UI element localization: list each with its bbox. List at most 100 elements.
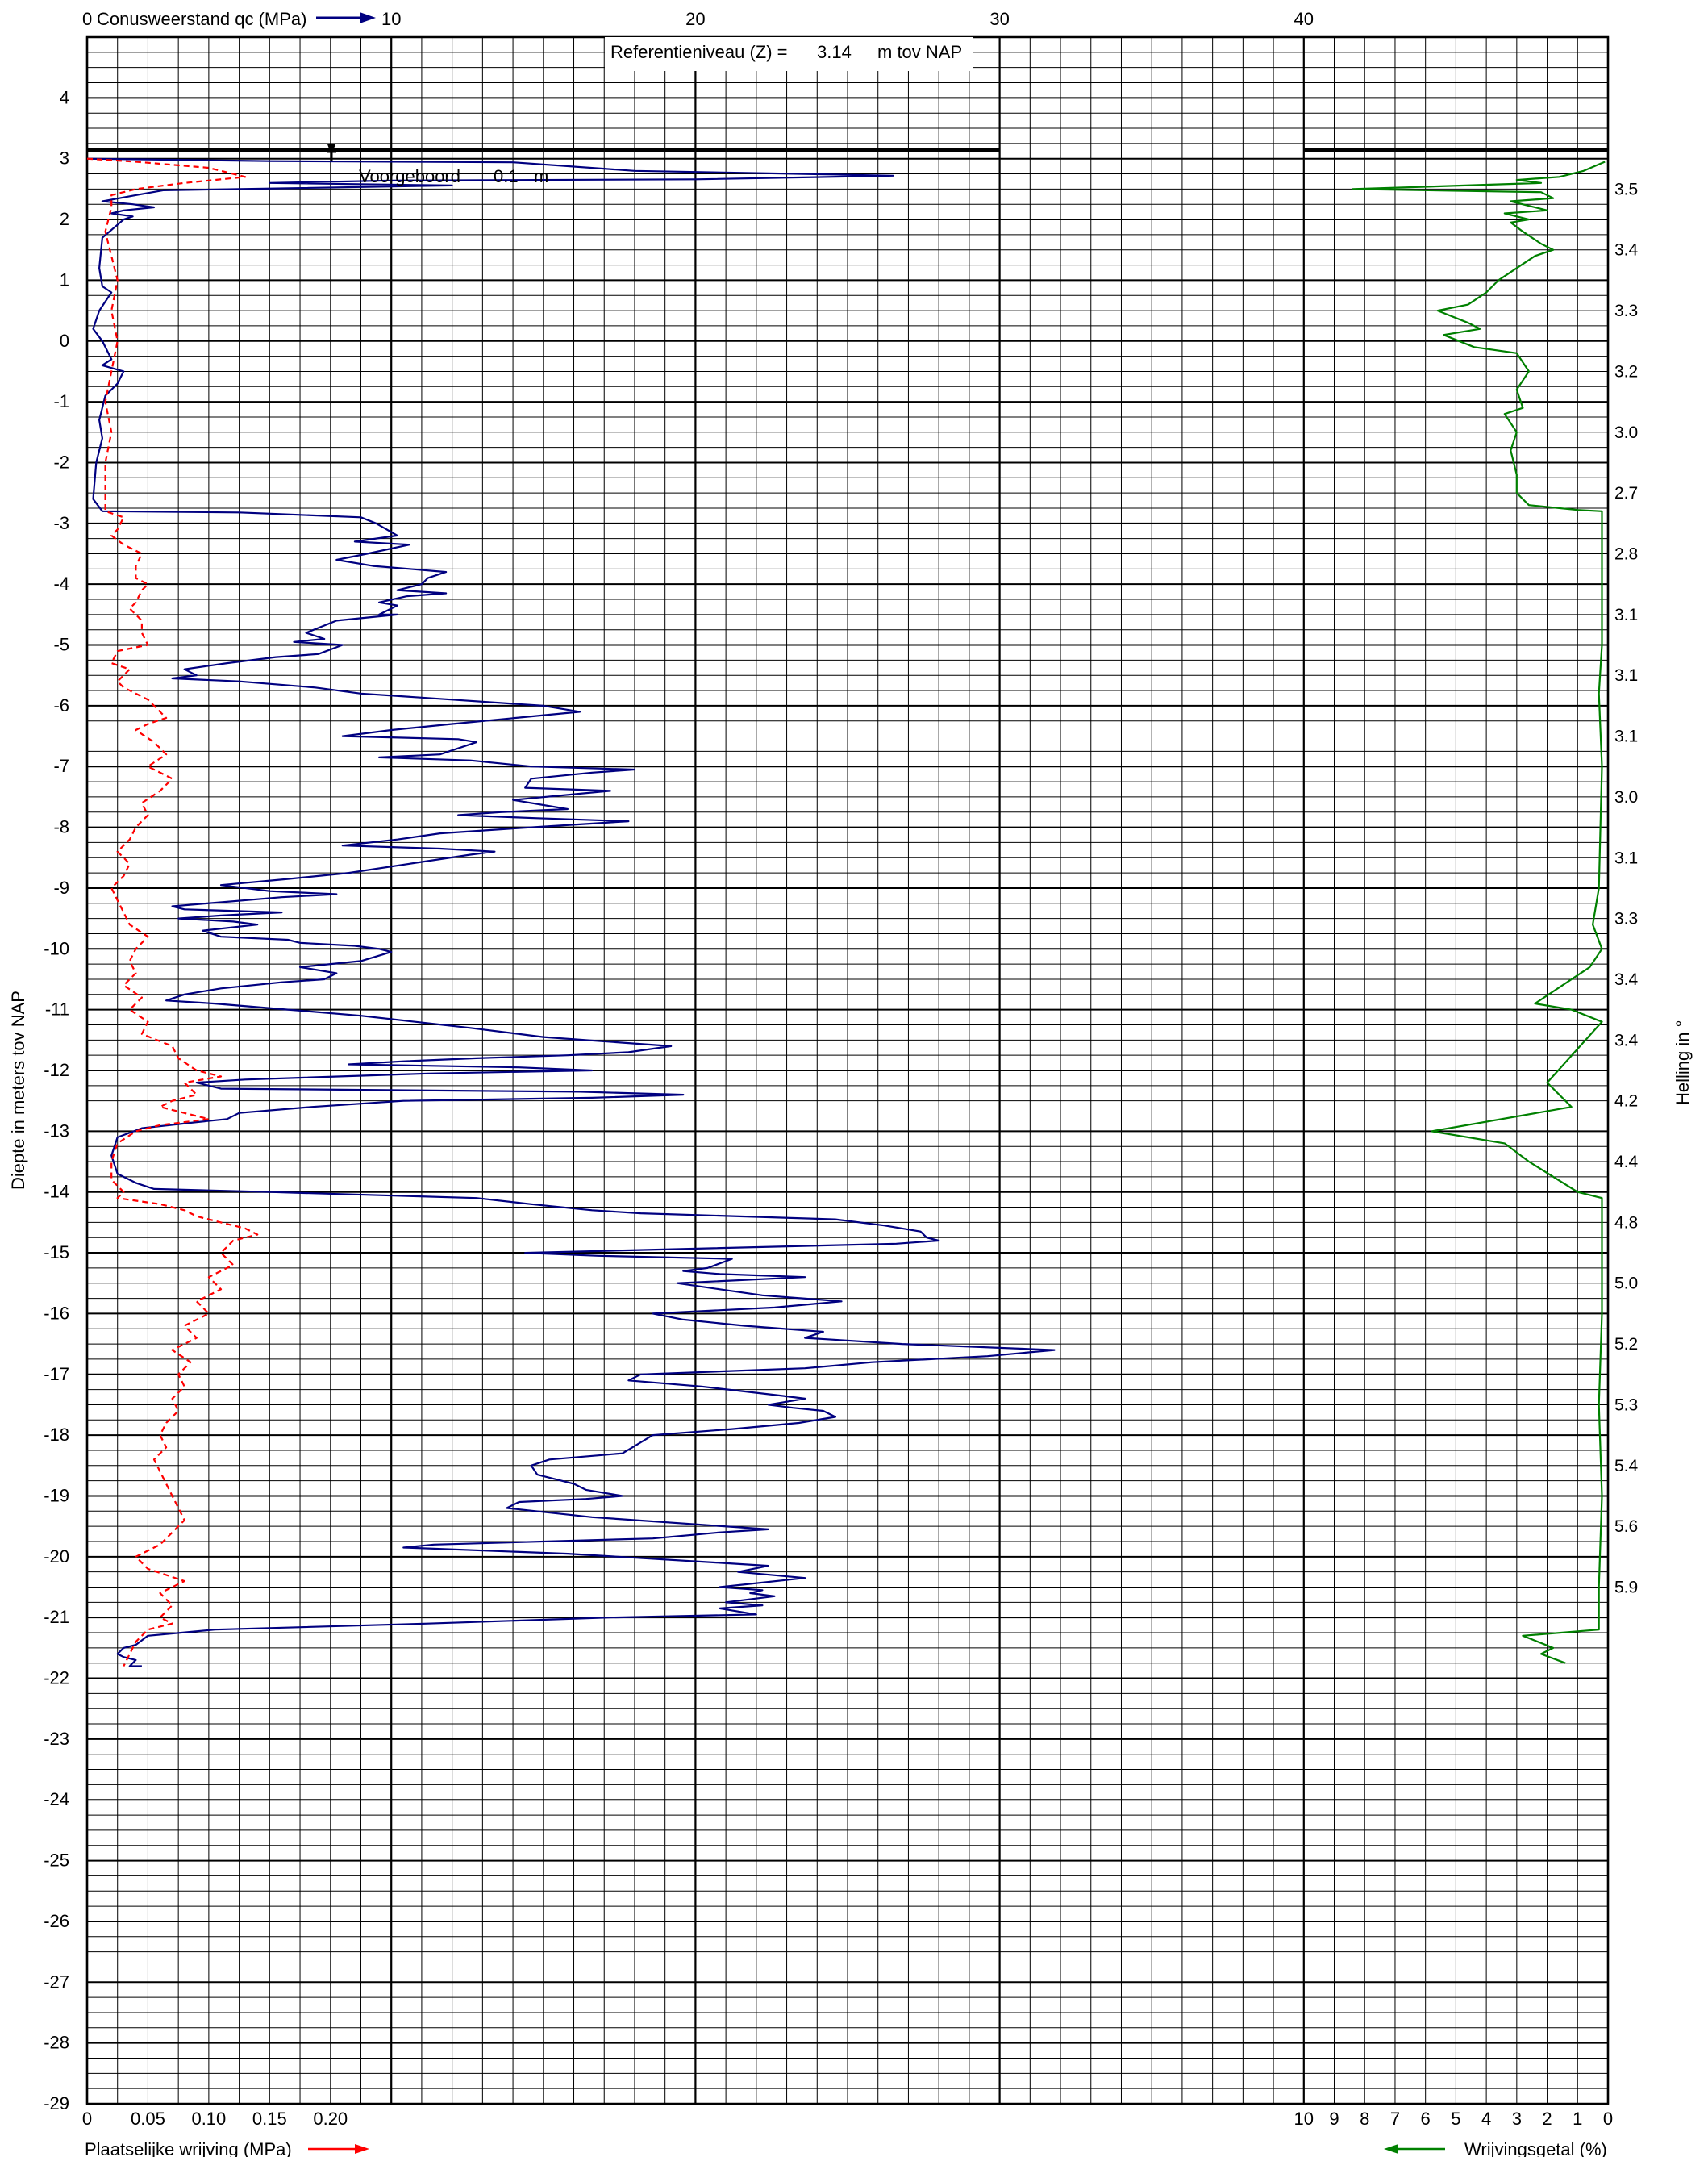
helling-value: 3.2 — [1614, 362, 1638, 381]
y-tick-label: 2 — [60, 209, 69, 229]
helling-value: 3.3 — [1614, 910, 1638, 928]
y-axis-label: Diepte in meters tov NAP — [8, 991, 28, 1190]
helling-value: 3.1 — [1614, 606, 1638, 624]
bottom-left-tick-label: 0.05 — [131, 2109, 165, 2129]
y-tick-label: -15 — [44, 1242, 69, 1262]
y-tick-label: -14 — [44, 1182, 69, 1202]
helling-value: 3.0 — [1614, 788, 1638, 807]
y-tick-label: -21 — [44, 1607, 69, 1627]
top-tick-label: 30 — [989, 9, 1009, 29]
bottom-left-axis-label: Plaatselijke wrijving (MPa) — [85, 2139, 292, 2157]
helling-value: 3.4 — [1614, 970, 1639, 989]
bottom-left-tick-label: 0.15 — [252, 2109, 287, 2129]
y-tick-label: -8 — [53, 817, 69, 837]
bottom-right-tick-label: 0 — [1603, 2109, 1613, 2129]
y-tick-label: 3 — [60, 148, 69, 169]
y-tick-label: -9 — [53, 878, 69, 898]
y-tick-label: -27 — [44, 1971, 69, 1992]
y-tick-label: -26 — [44, 1911, 69, 1931]
helling-value: 2.7 — [1614, 484, 1638, 503]
predrilled-marker-icon — [327, 144, 336, 161]
helling-value: 5.2 — [1614, 1335, 1638, 1354]
series-conusweerstand — [86, 157, 1056, 1667]
top-tick-label: 0 — [82, 9, 92, 29]
chart-series — [86, 157, 1606, 1667]
helling-value: 3.3 — [1614, 302, 1638, 320]
helling-value: 5.9 — [1614, 1579, 1638, 1597]
y-tick-label: -10 — [44, 938, 69, 958]
y-tick-label: -16 — [44, 1303, 69, 1323]
top-tick-label: 10 — [381, 9, 401, 29]
chart-texts: Conusweerstand qc (MPa) Plaatselijke wri… — [8, 9, 1693, 2157]
reference-unit: m tov NAP — [877, 42, 962, 62]
helling-value: 3.0 — [1614, 423, 1638, 442]
y-tick-label: -28 — [44, 2033, 69, 2053]
y-tick-label: -4 — [53, 574, 69, 594]
reference-value: 3.14 — [817, 42, 852, 62]
helling-value: 2.8 — [1614, 545, 1638, 564]
y-tick-label: -2 — [53, 452, 69, 472]
top-tick-label: 20 — [685, 9, 705, 29]
y-tick-label: -5 — [53, 635, 69, 655]
chart-labels: 43210-1-2-3-4-5-6-7-8-9-10-11-12-13-14-1… — [44, 9, 1639, 2154]
y-tick-label: -18 — [44, 1425, 69, 1445]
y-tick-label: 1 — [60, 269, 69, 290]
y-tick-label: -22 — [44, 1668, 69, 1688]
top-axis-label: Conusweerstand qc (MPa) — [97, 9, 306, 29]
helling-value: 3.1 — [1614, 849, 1638, 867]
helling-value: 5.0 — [1614, 1275, 1638, 1293]
helling-value: 3.5 — [1614, 180, 1638, 198]
helling-value: 3.1 — [1614, 666, 1638, 685]
helling-value: 5.3 — [1614, 1396, 1638, 1414]
y-tick-label: -29 — [44, 2093, 69, 2113]
arrow-right-icon — [360, 12, 376, 23]
y-tick-label: 0 — [60, 331, 69, 351]
bottom-right-tick-label: 3 — [1512, 2109, 1522, 2129]
series-plaatselijke-wrijving — [86, 157, 259, 1667]
arrow-left-icon — [1384, 2144, 1398, 2154]
y-tick-label: -24 — [44, 1789, 69, 1809]
y-tick-label: -11 — [45, 999, 69, 1020]
bottom-left-tick-label: 0.10 — [191, 2109, 226, 2129]
reference-box — [605, 37, 973, 71]
bottom-right-tick-label: 5 — [1451, 2109, 1460, 2129]
helling-value: 3.1 — [1614, 728, 1638, 746]
bottom-left-tick-label: 0 — [82, 2109, 92, 2129]
predrilled-value: 0.1 — [494, 166, 519, 186]
y-tick-label: -23 — [44, 1729, 69, 1749]
series-wrijvingsgetal — [1352, 161, 1606, 1664]
y-tick-label: -13 — [44, 1120, 69, 1141]
y-tick-label: -25 — [44, 1850, 69, 1871]
helling-value: 5.4 — [1614, 1457, 1639, 1475]
y-tick-label: -20 — [44, 1546, 69, 1567]
bottom-right-tick-label: 10 — [1294, 2109, 1314, 2129]
helling-value: 4.2 — [1614, 1092, 1638, 1111]
y-tick-label: 4 — [60, 87, 69, 107]
predrilled-text: Voorgeboord — [359, 166, 460, 186]
reference-text: Referentieniveau (Z) = — [610, 42, 788, 62]
chart-grid — [85, 35, 1610, 2105]
predrilled-unit: m — [534, 166, 548, 186]
bottom-right-tick-label: 6 — [1421, 2109, 1431, 2129]
bottom-right-tick-label: 4 — [1481, 2109, 1491, 2129]
bottom-left-tick-label: 0.20 — [313, 2109, 348, 2129]
right-axis-label: Helling in ° — [1673, 1020, 1693, 1105]
bottom-right-tick-label: 1 — [1573, 2109, 1582, 2129]
y-tick-label: -17 — [44, 1364, 69, 1384]
y-tick-label: -1 — [53, 391, 69, 411]
y-tick-label: -6 — [53, 695, 69, 716]
bottom-right-axis-label: Wrijvingsgetal (%) — [1464, 2139, 1607, 2157]
y-tick-label: -7 — [53, 756, 69, 776]
helling-value: 4.8 — [1614, 1213, 1638, 1232]
helling-value: 5.6 — [1614, 1517, 1638, 1536]
bottom-right-tick-label: 9 — [1329, 2109, 1339, 2129]
top-tick-label: 40 — [1294, 9, 1314, 29]
bottom-right-tick-label: 7 — [1390, 2109, 1400, 2129]
bottom-right-tick-label: 8 — [1360, 2109, 1369, 2129]
helling-value: 3.4 — [1614, 241, 1639, 260]
y-tick-label: -12 — [44, 1060, 69, 1080]
arrow-right-icon — [355, 2144, 369, 2154]
y-tick-label: -3 — [53, 513, 69, 533]
helling-value: 3.4 — [1614, 1031, 1639, 1049]
